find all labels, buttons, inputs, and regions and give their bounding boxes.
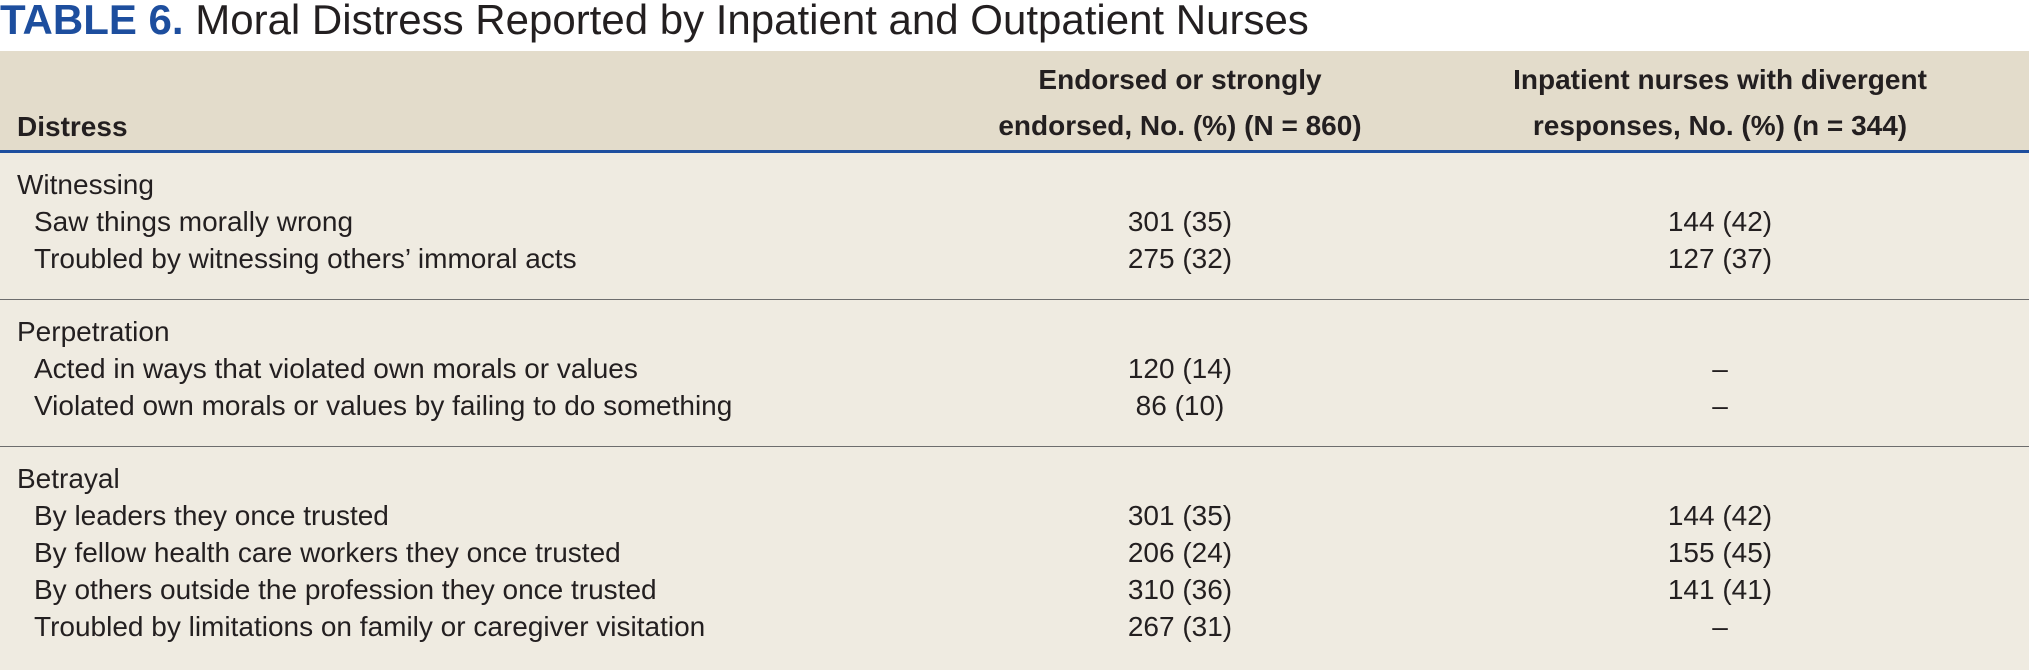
- group-heading: Betrayal: [17, 463, 120, 494]
- group-heading-row: Betrayal: [0, 460, 2029, 497]
- endorsed-value: 275 (32): [1127, 243, 1233, 274]
- table-row: Troubled by witnessing others’ immoral a…: [0, 240, 2029, 277]
- divergent-value: 144 (42): [1667, 206, 1773, 237]
- row-label: Acted in ways that violated own morals o…: [34, 353, 638, 384]
- endorsed-value: 301 (35): [1127, 500, 1233, 531]
- row-label: Violated own morals or values by failing…: [34, 390, 733, 421]
- column-header-endorsed: Endorsed or strongly endorsed, No. (%) (…: [998, 64, 1362, 141]
- table-row: Troubled by limitations on family or car…: [0, 608, 2029, 645]
- column-header-distress: Distress: [17, 111, 128, 142]
- divergent-value: 144 (42): [1667, 500, 1773, 531]
- group-divider: [0, 446, 2029, 447]
- table-row: By leaders they once trusted 301 (35) 14…: [0, 497, 2029, 534]
- group-heading-row: Perpetration: [0, 313, 2029, 350]
- endorsed-value: 86 (10): [1135, 390, 1225, 421]
- endorsed-value: 301 (35): [1127, 206, 1233, 237]
- divergent-value: 141 (41): [1667, 574, 1773, 605]
- table-row: By fellow health care workers they once …: [0, 534, 2029, 571]
- divergent-value: 155 (45): [1667, 537, 1773, 568]
- divergent-value: –: [1712, 611, 1728, 642]
- group-heading-row: Witnessing: [0, 166, 2029, 203]
- divergent-value: –: [1712, 390, 1728, 421]
- row-label: By leaders they once trusted: [34, 500, 389, 531]
- table-title: TABLE 6. Moral Distress Reported by Inpa…: [0, 0, 1309, 44]
- table-row: By others outside the profession they on…: [0, 571, 2029, 608]
- column-header-divergent: Inpatient nurses with divergent response…: [1513, 64, 1927, 141]
- table-row: Acted in ways that violated own morals o…: [0, 350, 2029, 387]
- divergent-value: 127 (37): [1667, 243, 1773, 274]
- group-heading: Witnessing: [17, 169, 154, 200]
- endorsed-value: 267 (31): [1127, 611, 1233, 642]
- row-label: By others outside the profession they on…: [34, 574, 657, 605]
- endorsed-value: 206 (24): [1127, 537, 1233, 568]
- group-divider: [0, 299, 2029, 300]
- row-label: By fellow health care workers they once …: [34, 537, 621, 568]
- table-number: TABLE 6.: [0, 0, 184, 43]
- table-caption: Moral Distress Reported by Inpatient and…: [183, 0, 1309, 43]
- table-row: Saw things morally wrong 301 (35) 144 (4…: [0, 203, 2029, 240]
- table-row: Violated own morals or values by failing…: [0, 387, 2029, 424]
- row-label: Saw things morally wrong: [34, 206, 354, 237]
- table-header: Distress Endorsed or strongly endorsed, …: [0, 51, 2029, 153]
- row-label: Troubled by witnessing others’ immoral a…: [34, 243, 577, 274]
- divergent-value: –: [1712, 353, 1728, 384]
- endorsed-value: 120 (14): [1127, 353, 1233, 384]
- group-heading: Perpetration: [17, 316, 170, 347]
- endorsed-value: 310 (36): [1127, 574, 1233, 605]
- data-table: Distress Endorsed or strongly endorsed, …: [0, 51, 2029, 670]
- row-label: Troubled by limitations on family or car…: [34, 611, 706, 642]
